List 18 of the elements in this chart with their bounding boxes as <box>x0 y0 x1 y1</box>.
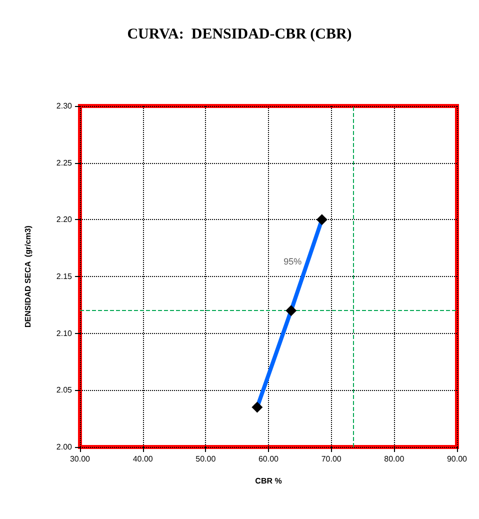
x-tick-label: 50.00 <box>196 454 216 464</box>
y-tick-label: 2.05 <box>56 386 73 395</box>
y-axis-title: DENSIDAD SECA (gr/cm3) <box>24 225 32 328</box>
x-tick-label: 30.00 <box>70 454 91 464</box>
y-tick-label: 2.15 <box>56 272 73 281</box>
x-tick-label: 70.00 <box>321 454 342 464</box>
annotation: 95% <box>284 256 302 267</box>
y-tick-label: 2.10 <box>56 328 73 338</box>
x-tick-label: 60.00 <box>258 454 280 464</box>
y-tick-label: 2.20 <box>56 215 73 224</box>
y-tick-label: 2.30 <box>56 102 73 110</box>
x-tick-label: 90.00 <box>446 454 468 464</box>
chart-title: CURVA: DENSIDAD-CBR (CBR) <box>127 26 352 42</box>
x-tick-label: 80.00 <box>384 454 405 464</box>
y-tick-label: 2.00 <box>56 442 73 452</box>
x-axis-title: CBR % <box>255 476 282 486</box>
y-tick-label: 2.25 <box>56 158 73 168</box>
x-tick-label: 40.00 <box>132 454 154 464</box>
